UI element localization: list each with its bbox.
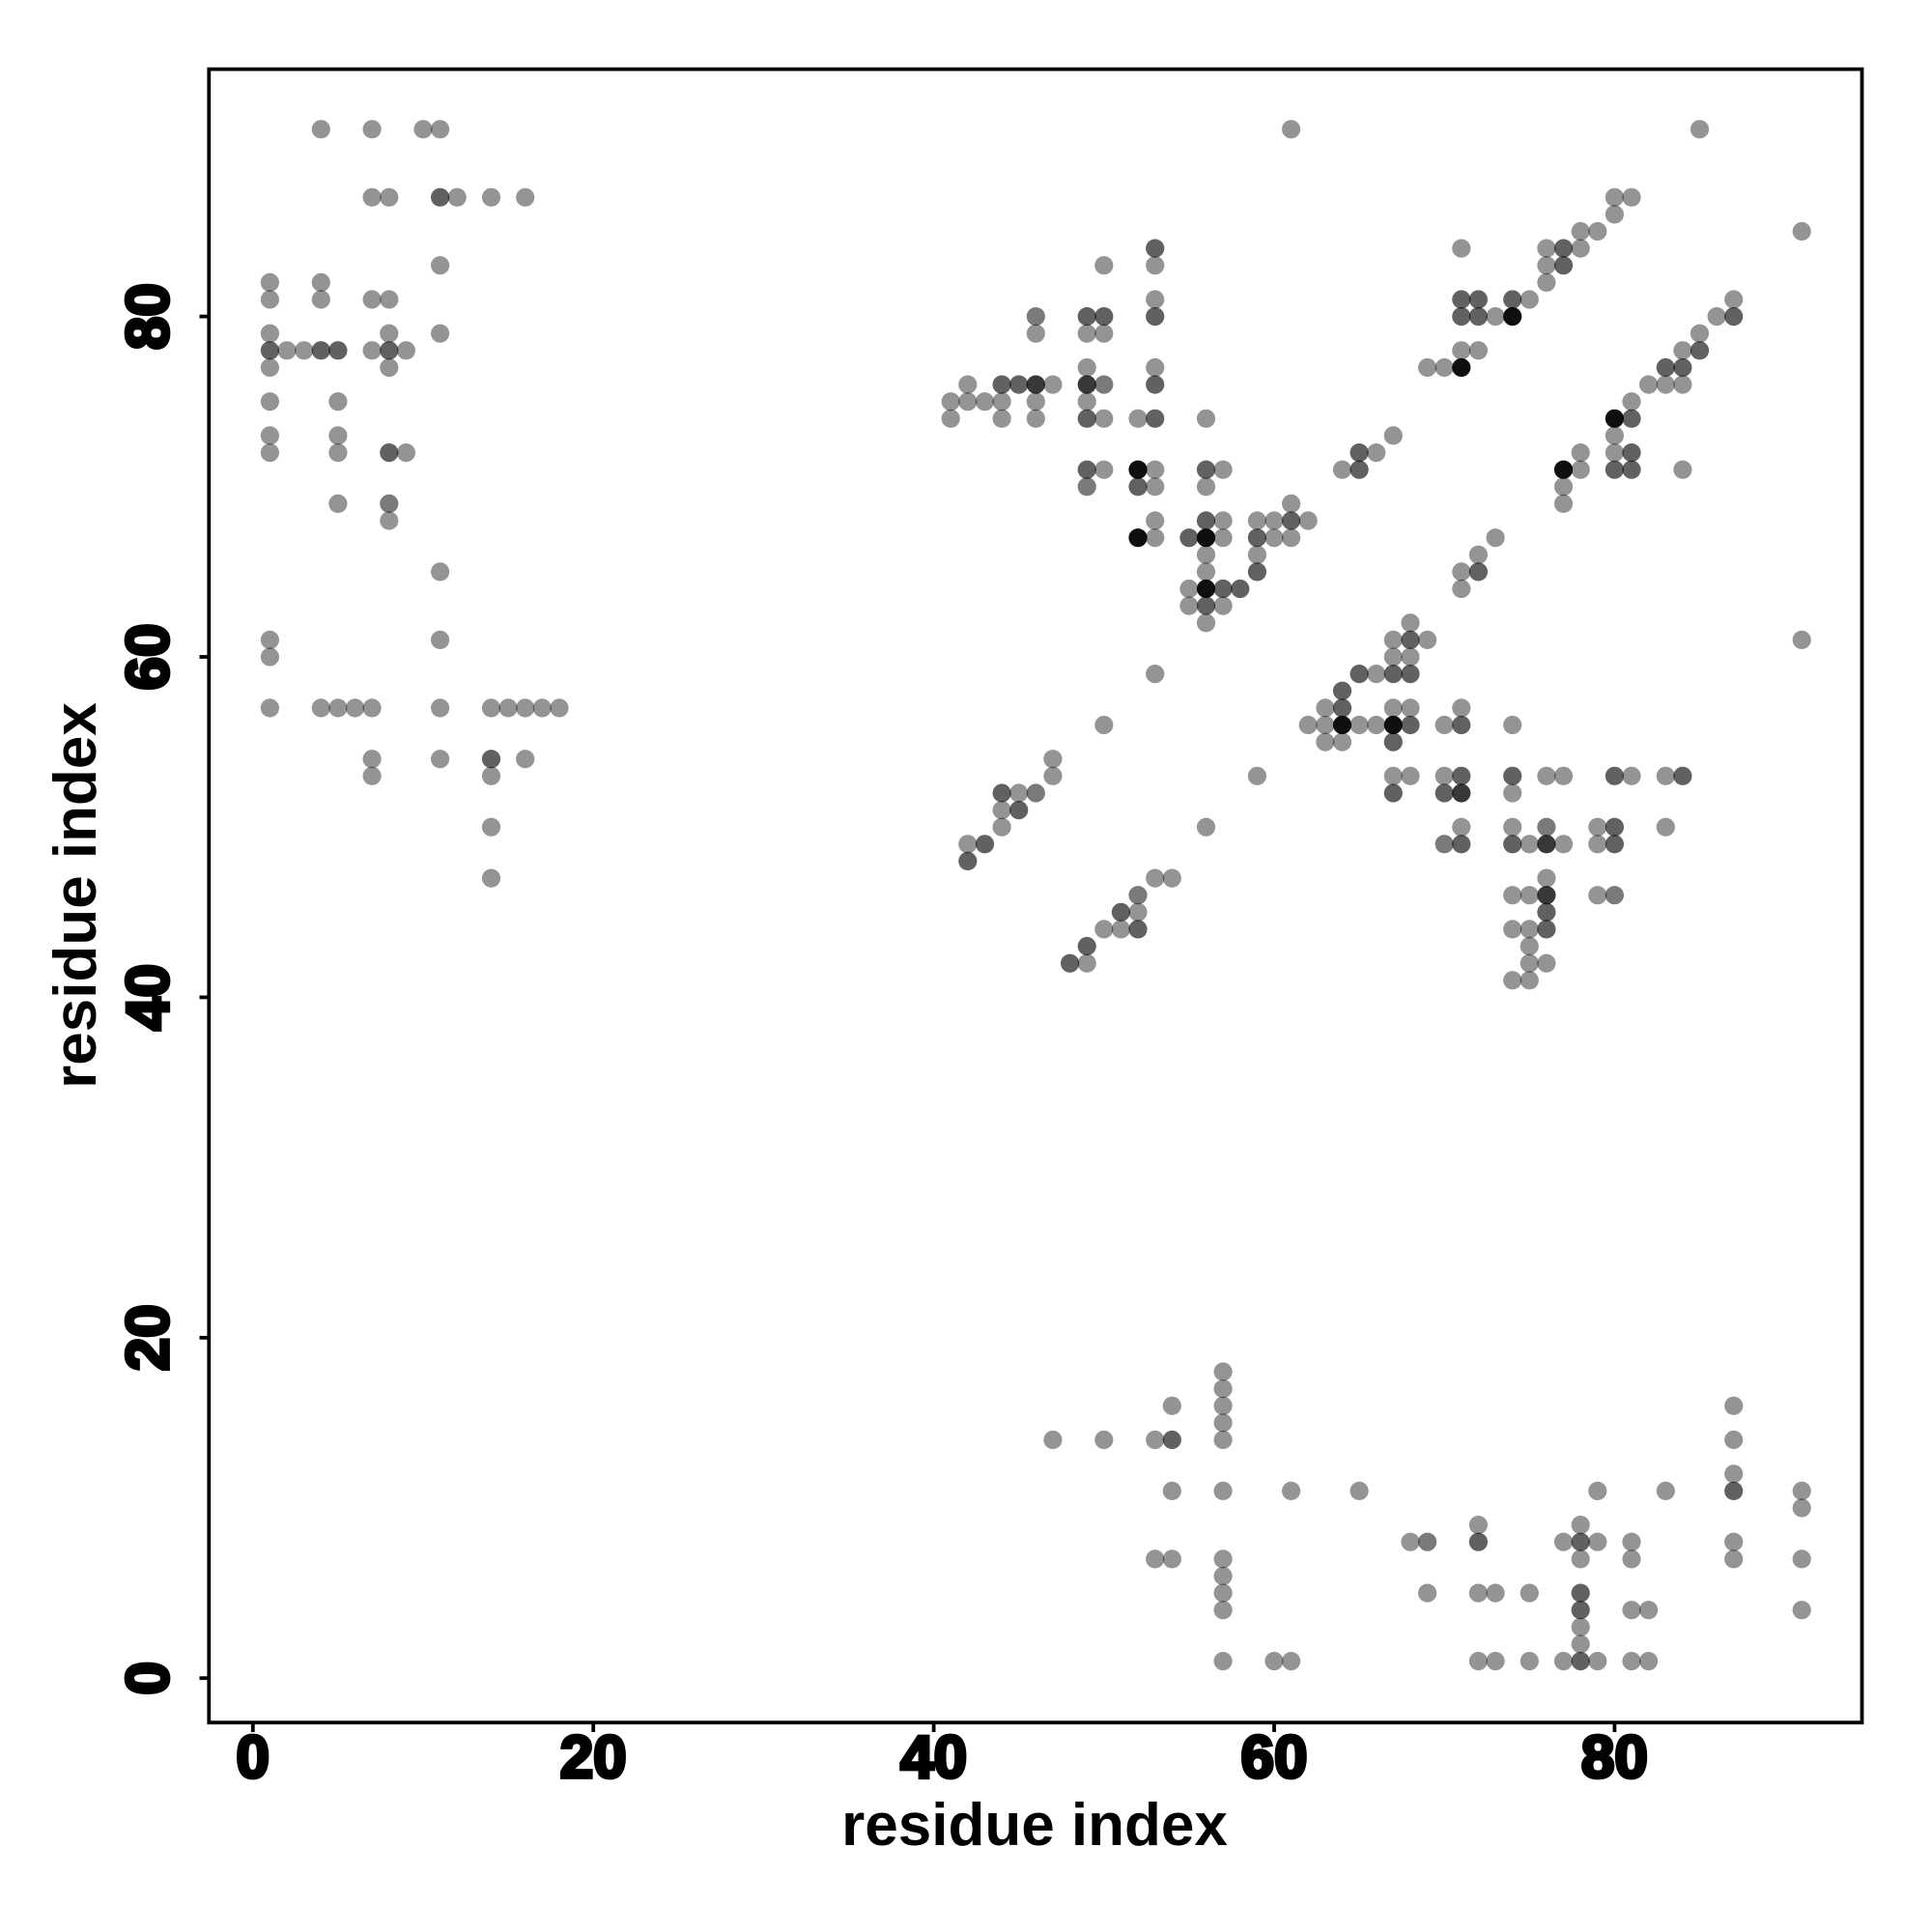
svg-text:40: 40 <box>900 1724 967 1791</box>
svg-text:residue index: residue index <box>43 702 109 1089</box>
svg-text:20: 20 <box>560 1724 627 1791</box>
svg-text:20: 20 <box>115 1304 182 1371</box>
svg-text:0: 0 <box>237 1724 270 1791</box>
svg-text:60: 60 <box>1241 1724 1308 1791</box>
svg-text:60: 60 <box>115 624 182 691</box>
svg-text:40: 40 <box>115 964 182 1031</box>
svg-text:residue index: residue index <box>841 1792 1228 1859</box>
svg-text:80: 80 <box>1581 1724 1648 1791</box>
svg-text:80: 80 <box>115 283 182 350</box>
svg-text:0: 0 <box>115 1662 182 1694</box>
